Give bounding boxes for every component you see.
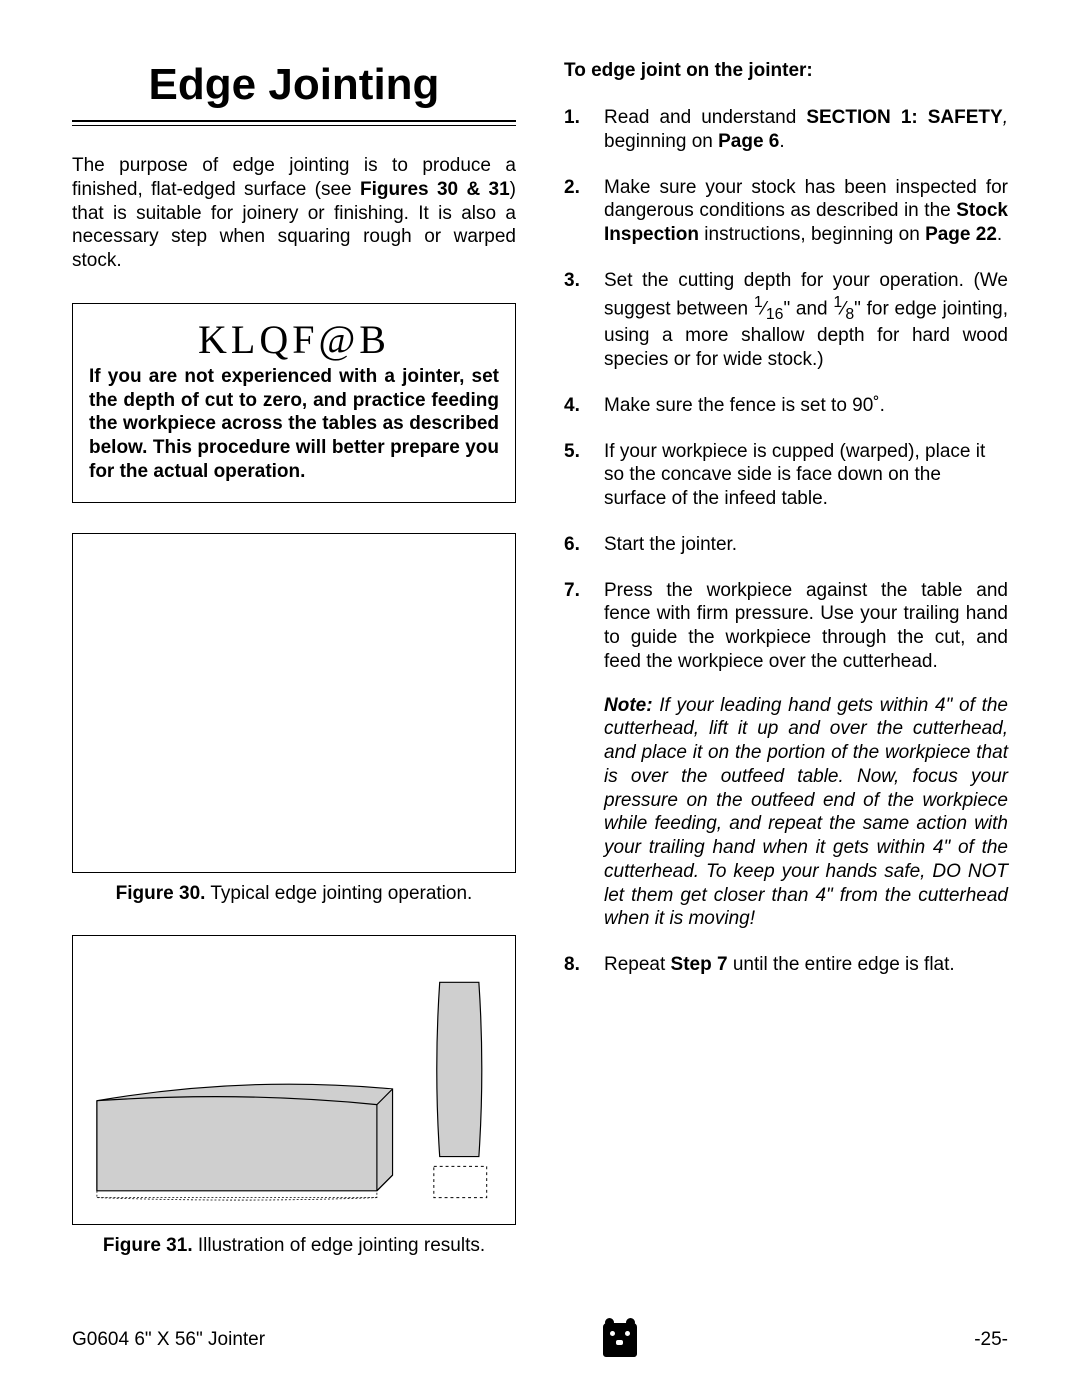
step-7: Press the workpiece against the table an… bbox=[564, 579, 1008, 932]
title-rule-thick bbox=[72, 120, 516, 122]
step-5: If your workpiece is cupped (warped), pl… bbox=[564, 440, 1008, 511]
page: Edge Jointing The purpose of edge jointi… bbox=[0, 0, 1080, 1397]
end-piece-illustration bbox=[426, 974, 495, 1204]
step-6: Start the jointer. bbox=[564, 533, 1008, 557]
figure-30-box bbox=[72, 533, 516, 873]
two-column-layout: Edge Jointing The purpose of edge jointi… bbox=[72, 60, 1008, 1303]
notice-title: KLQF@B bbox=[89, 316, 499, 363]
steps-list: Read and understand SECTION 1: SAFETY, b… bbox=[564, 106, 1008, 977]
step-2: Make sure your stock has been inspected … bbox=[564, 176, 1008, 247]
footer-page-number: -25- bbox=[974, 1329, 1008, 1351]
step-1: Read and understand SECTION 1: SAFETY, b… bbox=[564, 106, 1008, 154]
notice-body: If you are not experienced with a jointe… bbox=[89, 365, 499, 484]
right-column: To edge joint on the jointer: Read and u… bbox=[564, 60, 1008, 1303]
step-8: Repeat Step 7 until the entire edge is f… bbox=[564, 953, 1008, 977]
figure-31-box bbox=[72, 935, 516, 1225]
board-illustration bbox=[93, 1064, 396, 1204]
page-footer: G0604 6" X 56" Jointer -25- bbox=[72, 1303, 1008, 1357]
step-7-text: Press the workpiece against the table an… bbox=[604, 580, 1008, 672]
left-column: Edge Jointing The purpose of edge jointi… bbox=[72, 60, 516, 1303]
page-title: Edge Jointing bbox=[72, 60, 516, 110]
step-7-note: Note: If your leading hand gets within 4… bbox=[604, 694, 1008, 932]
bear-logo-icon bbox=[603, 1323, 637, 1357]
steps-heading: To edge joint on the jointer: bbox=[564, 60, 1008, 82]
footer-left: G0604 6" X 56" Jointer bbox=[72, 1329, 265, 1351]
step-3: Set the cutting depth for your operation… bbox=[564, 269, 1008, 372]
notice-box: KLQF@B If you are not experienced with a… bbox=[72, 303, 516, 503]
step-4: Make sure the fence is set to 90˚. bbox=[564, 394, 1008, 418]
title-rule-thin bbox=[72, 125, 516, 126]
intro-paragraph: The purpose of edge jointing is to produ… bbox=[72, 154, 516, 273]
figure-31-caption: Figure 31. Illustration of edge jointing… bbox=[72, 1235, 516, 1257]
figure-30-caption: Figure 30. Typical edge jointing operati… bbox=[72, 883, 516, 905]
